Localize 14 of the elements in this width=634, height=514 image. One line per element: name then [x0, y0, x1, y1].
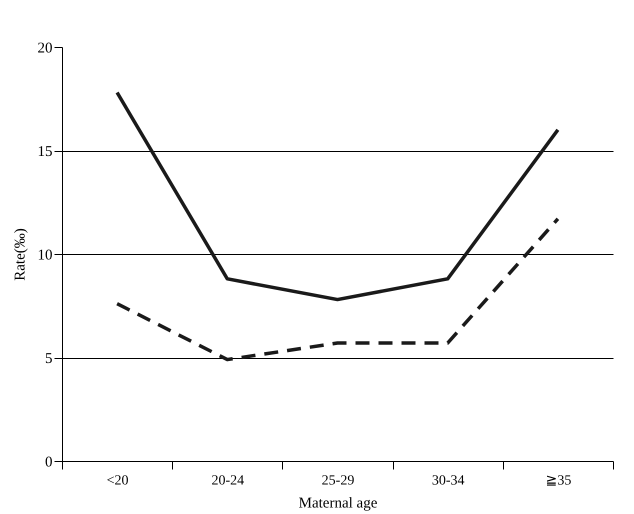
x-tick-label: <20: [106, 474, 129, 488]
y-axis-title: Rate(‰): [12, 228, 28, 281]
y-tick-label: 5: [45, 351, 52, 367]
line-series: [115, 217, 560, 362]
x-axis-title: Maternal age: [298, 496, 378, 512]
x-tick-label: 20-24: [211, 474, 244, 488]
y-tick-label: 20: [38, 40, 52, 56]
y-tick-label: 0: [45, 454, 52, 470]
x-tick-label: 30-34: [432, 474, 465, 488]
y-tick-label: 15: [38, 144, 52, 160]
x-tick-label: ≧35: [545, 474, 572, 488]
line-series: [115, 90, 560, 302]
x-tick-label: 25-29: [322, 474, 354, 488]
y-tick-label: 10: [38, 248, 52, 264]
